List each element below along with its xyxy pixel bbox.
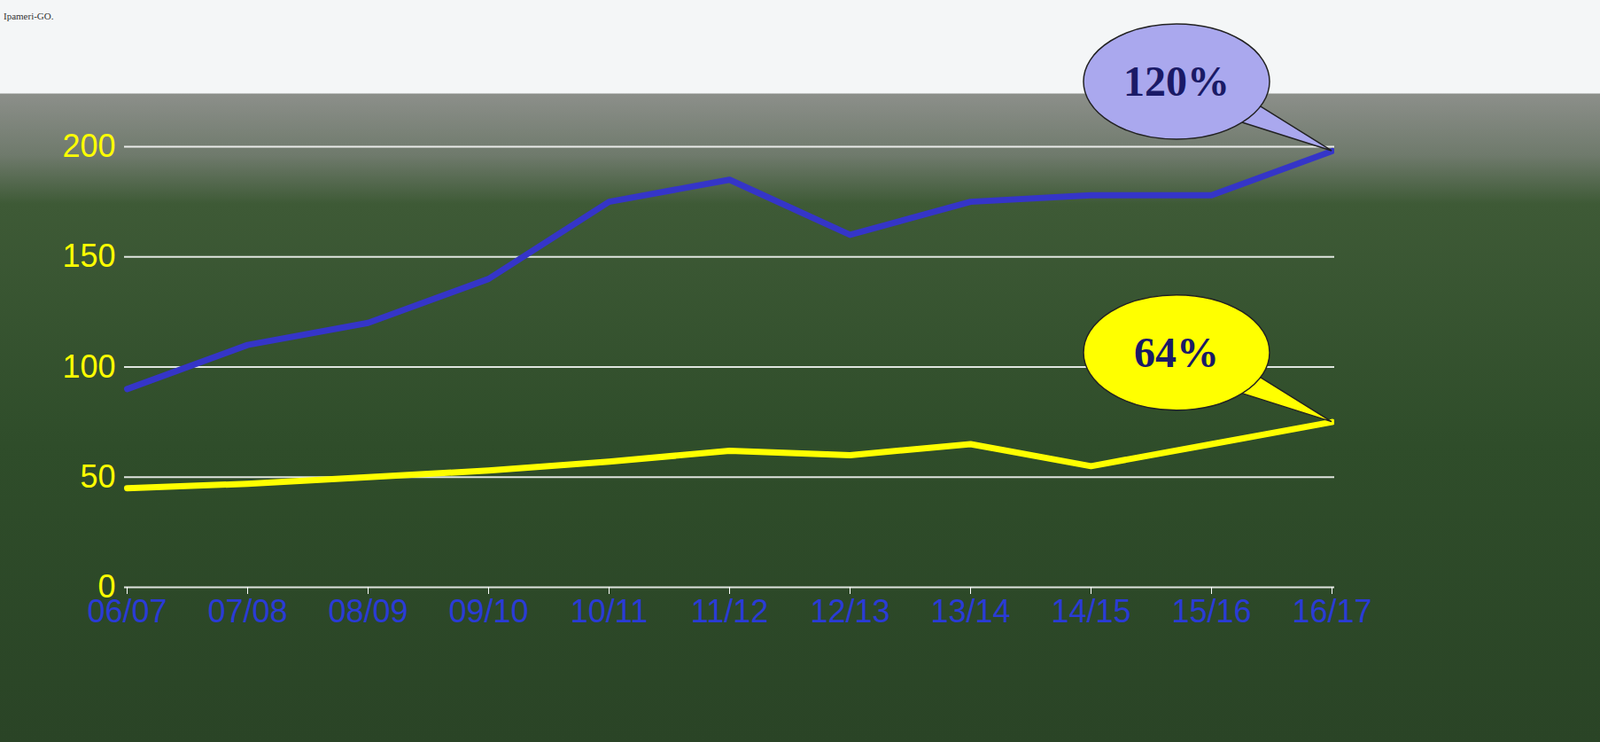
- svg-text:11/12: 11/12: [691, 592, 769, 630]
- svg-text:0: 0: [97, 567, 116, 605]
- svg-text:12/13: 12/13: [809, 592, 890, 630]
- svg-text:64%: 64%: [1133, 328, 1220, 376]
- svg-text:100: 100: [62, 348, 116, 385]
- svg-text:09/10: 09/10: [448, 592, 529, 630]
- svg-text:14/15: 14/15: [1050, 592, 1131, 630]
- svg-text:07/08: 07/08: [207, 592, 288, 630]
- svg-text:10/11: 10/11: [570, 592, 648, 630]
- svg-text:08/09: 08/09: [327, 592, 408, 630]
- svg-text:16/17: 16/17: [1291, 592, 1372, 630]
- svg-text:50: 50: [79, 458, 116, 495]
- svg-text:120%: 120%: [1123, 57, 1230, 105]
- html-text:Ipameri-GO.: Ipameri-GO.: [3, 10, 54, 22]
- svg-text:150: 150: [62, 237, 116, 274]
- svg-text:06/07: 06/07: [86, 592, 167, 630]
- svg-text:15/16: 15/16: [1171, 592, 1251, 630]
- svg-text:13/14: 13/14: [930, 592, 1010, 630]
- svg-text:200: 200: [62, 127, 116, 164]
